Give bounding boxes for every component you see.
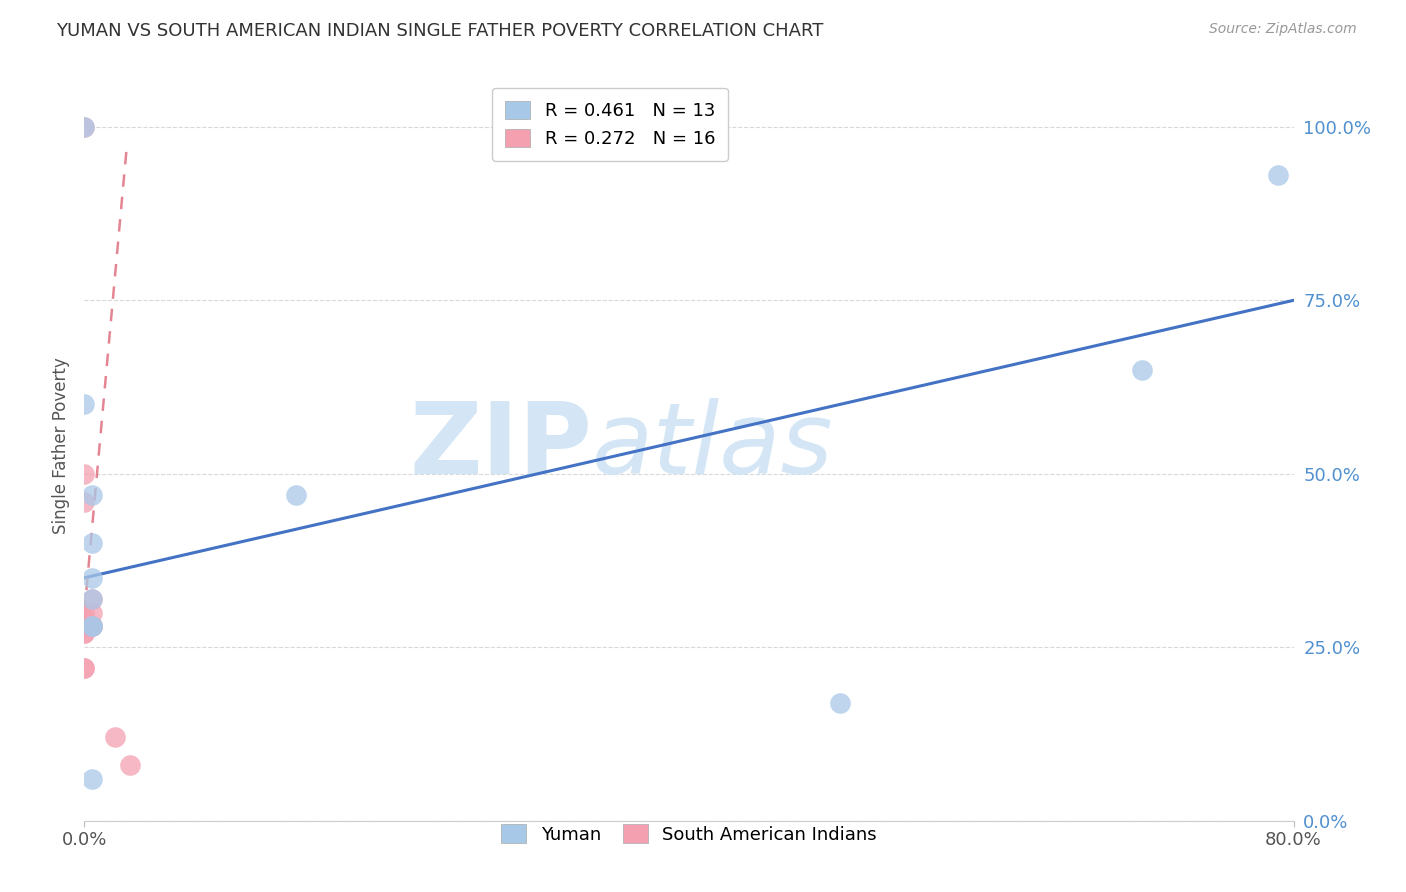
Point xyxy=(73,661,96,675)
Point xyxy=(73,494,96,508)
Point xyxy=(80,591,103,606)
Y-axis label: Single Father Poverty: Single Father Poverty xyxy=(52,358,70,534)
Point xyxy=(285,487,308,501)
Point xyxy=(80,571,103,585)
Point xyxy=(73,467,96,481)
Point xyxy=(1267,169,1289,183)
Point xyxy=(118,758,141,772)
Text: atlas: atlas xyxy=(592,398,834,494)
Point xyxy=(73,619,96,633)
Point xyxy=(80,591,103,606)
Point xyxy=(80,619,103,633)
Text: Source: ZipAtlas.com: Source: ZipAtlas.com xyxy=(1209,22,1357,37)
Point xyxy=(80,619,103,633)
Point xyxy=(80,619,103,633)
Text: ZIP: ZIP xyxy=(409,398,592,494)
Point xyxy=(104,731,127,745)
Point xyxy=(73,120,96,134)
Point xyxy=(73,612,96,626)
Text: YUMAN VS SOUTH AMERICAN INDIAN SINGLE FATHER POVERTY CORRELATION CHART: YUMAN VS SOUTH AMERICAN INDIAN SINGLE FA… xyxy=(56,22,824,40)
Point xyxy=(73,120,96,134)
Point xyxy=(73,626,96,640)
Point xyxy=(80,487,103,501)
Point xyxy=(80,606,103,620)
Point xyxy=(73,626,96,640)
Point xyxy=(830,696,852,710)
Point xyxy=(1130,362,1153,376)
Point xyxy=(80,536,103,550)
Point xyxy=(73,397,96,411)
Point xyxy=(73,606,96,620)
Point xyxy=(80,772,103,786)
Legend: Yuman, South American Indians: Yuman, South American Indians xyxy=(492,815,886,853)
Point xyxy=(73,661,96,675)
Point xyxy=(80,619,103,633)
